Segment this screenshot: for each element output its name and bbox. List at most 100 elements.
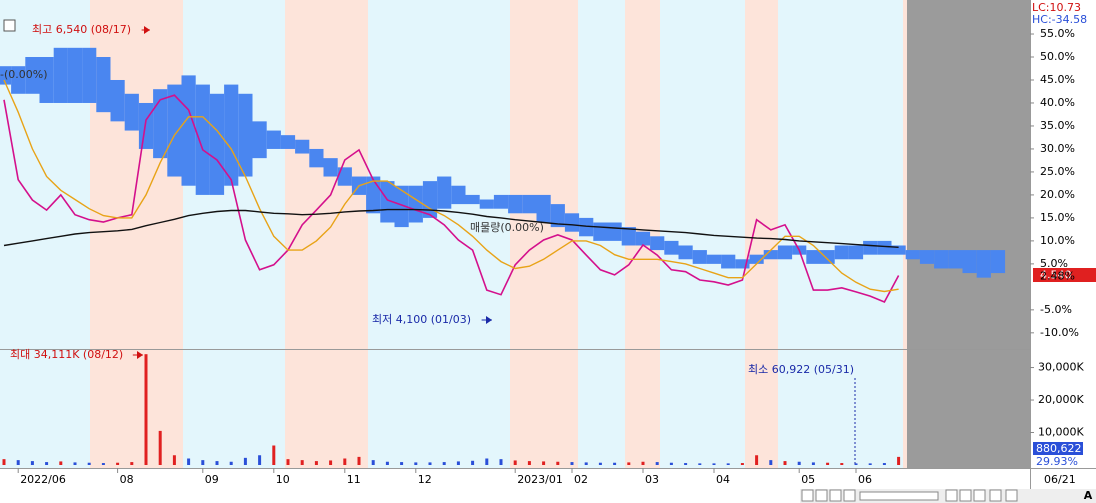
cloud (195, 84, 210, 195)
volume-bar (627, 462, 631, 465)
volume-bar (201, 460, 205, 465)
volume-bar (371, 460, 375, 465)
cloud (735, 259, 750, 269)
button[interactable] (1005, 489, 1018, 502)
annotation-arrowhead (137, 351, 143, 359)
scrollbar[interactable] (859, 491, 939, 501)
future-area (907, 0, 1030, 468)
period-band (903, 0, 907, 468)
cloud (266, 130, 281, 149)
cloud (138, 102, 154, 149)
volume-bar (414, 462, 418, 465)
button[interactable] (815, 489, 828, 502)
y-tick-label: 55.0% (1040, 27, 1075, 40)
menu-icon[interactable] (3, 19, 16, 32)
cloud (280, 135, 296, 149)
cloud (451, 185, 466, 205)
cloud (11, 66, 26, 94)
button[interactable] (945, 489, 958, 502)
x-tick-label: 06 (858, 473, 872, 486)
button[interactable] (801, 489, 814, 502)
volume-bar (641, 461, 645, 465)
annotation-arrowhead (144, 26, 150, 34)
cloud (224, 84, 239, 186)
volume-bar (897, 456, 901, 465)
annotation: -(0.00%) (0, 68, 48, 81)
x-tick-label: 04 (716, 473, 730, 486)
y-tick-label: 45.0% (1040, 73, 1075, 86)
cloud (437, 176, 452, 209)
volume-bar (172, 455, 176, 465)
volume-bar (826, 462, 830, 465)
cloud (25, 57, 40, 94)
volume-bar (712, 463, 716, 465)
y-tick-label: 40.0% (1040, 96, 1075, 109)
cloud (238, 93, 253, 177)
y-tick-label: 30.0% (1040, 142, 1075, 155)
volume-bar (797, 461, 801, 465)
period-band (745, 0, 778, 468)
cloud (153, 89, 168, 159)
cloud (252, 121, 267, 159)
volume-bar (300, 460, 304, 465)
volume-bar (286, 459, 290, 465)
y-tick-label: 25.0% (1040, 165, 1075, 178)
cloud (53, 47, 68, 103)
volume-bar (272, 445, 276, 465)
volume-bar (783, 461, 787, 465)
volume-bar (16, 460, 20, 465)
cloud (749, 254, 764, 264)
cloud (167, 84, 182, 177)
volume-bar (527, 461, 531, 465)
cloud (635, 231, 651, 246)
x-tick-label: 02 (574, 473, 588, 486)
volume-bar (45, 462, 49, 465)
cloud (962, 250, 977, 274)
button[interactable] (843, 489, 856, 502)
cloud (67, 47, 83, 103)
period-band (510, 0, 578, 468)
volume-bar (598, 462, 602, 465)
volume-bar (471, 460, 475, 465)
cloud (394, 185, 409, 228)
volume-bar (73, 462, 77, 465)
annotation: 최소 60,922 (05/31) (748, 363, 854, 376)
cloud (536, 194, 551, 223)
button[interactable] (973, 489, 986, 502)
volume-bar (811, 462, 815, 465)
cloud (863, 240, 878, 255)
volume-bar (385, 461, 389, 465)
annotation-arrowhead (486, 316, 492, 324)
volume-bar (215, 461, 219, 465)
volume-bar (116, 462, 120, 465)
volume-bar (613, 462, 617, 465)
x-tick-label: 2023/01 (517, 473, 563, 486)
cloud (508, 194, 523, 214)
cloud (181, 75, 196, 186)
y-tick-label: 15.0% (1040, 211, 1075, 224)
volume-bar (499, 459, 503, 465)
volume-bar (343, 458, 347, 465)
volume-bar (243, 457, 247, 465)
volume-bar (556, 461, 560, 465)
last-volume-pct: 29.93% (1036, 455, 1078, 468)
button[interactable] (959, 489, 972, 502)
toolbar-label[interactable]: A (1084, 489, 1093, 502)
volume-bar (726, 463, 730, 465)
volume-bar (755, 455, 759, 465)
button[interactable] (989, 489, 1002, 502)
volume-bar (2, 459, 6, 465)
cloud (777, 245, 793, 260)
volume-bar (542, 461, 546, 465)
plot (0, 47, 1006, 465)
cloud (848, 245, 864, 260)
cloud (422, 181, 438, 218)
volume-bar (655, 462, 659, 465)
button[interactable] (829, 489, 842, 502)
cloud (564, 213, 580, 232)
cloud (692, 250, 707, 264)
cloud (664, 240, 679, 255)
cloud (934, 250, 949, 269)
volume-bar (314, 461, 318, 465)
